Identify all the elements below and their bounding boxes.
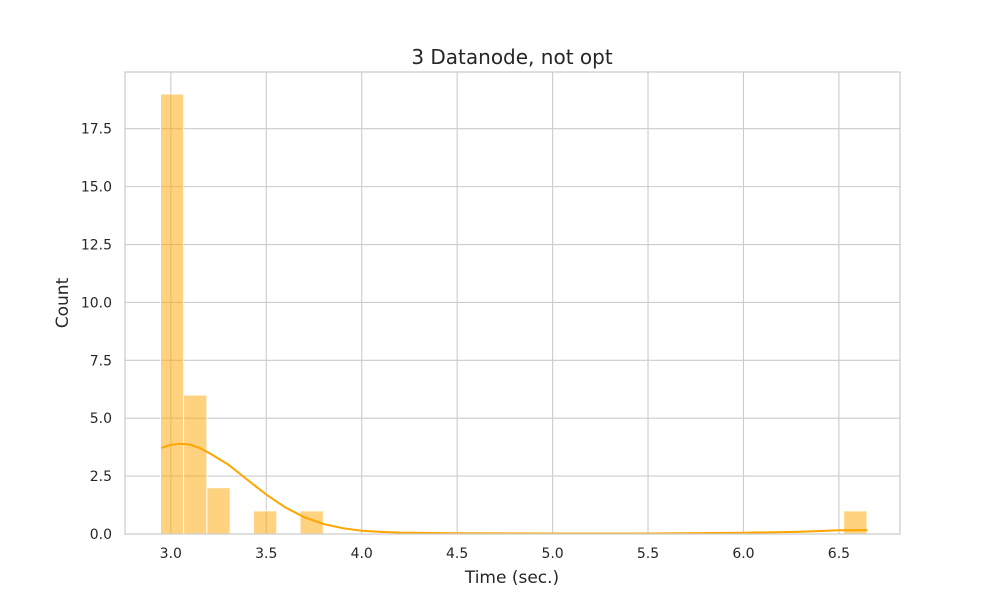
plot-background <box>125 72 900 534</box>
histogram-bar <box>252 510 278 535</box>
y-tick-label: 17.5 <box>81 122 112 138</box>
grid-lines <box>125 72 900 535</box>
x-axis-label: Time (sec.) <box>464 568 559 588</box>
x-axis-ticks: 3.0 3.5 4.0 4.5 5.0 5.5 6.0 6.5 <box>160 546 850 562</box>
x-tick-label: 5.5 <box>637 546 659 562</box>
y-axis-label: Count <box>53 277 73 328</box>
histogram-bars <box>160 93 868 535</box>
histogram-bar <box>160 93 185 535</box>
chart-title: 3 Datanode, not opt <box>411 45 613 69</box>
y-tick-label: 5.0 <box>90 411 112 427</box>
x-tick-label: 4.0 <box>351 546 373 562</box>
histogram-bar <box>183 394 208 535</box>
y-tick-label: 10.0 <box>81 295 112 311</box>
y-tick-label: 2.5 <box>90 469 112 485</box>
x-tick-label: 5.0 <box>541 546 563 562</box>
y-tick-label: 0.0 <box>90 527 112 543</box>
x-tick-label: 3.5 <box>255 546 277 562</box>
x-tick-label: 3.0 <box>160 546 182 562</box>
plot-frame <box>124 71 901 535</box>
y-axis-ticks: 0.0 2.5 5.0 7.5 10.0 12.5 15.0 17.5 <box>81 122 112 543</box>
x-tick-label: 4.5 <box>446 546 468 562</box>
x-tick-label: 6.5 <box>828 546 850 562</box>
y-tick-label: 15.0 <box>81 180 112 196</box>
kde-curve <box>160 442 868 535</box>
histogram-bar <box>206 487 231 535</box>
y-tick-label: 7.5 <box>90 353 112 369</box>
x-tick-label: 6.0 <box>732 546 754 562</box>
y-tick-label: 12.5 <box>81 238 112 254</box>
